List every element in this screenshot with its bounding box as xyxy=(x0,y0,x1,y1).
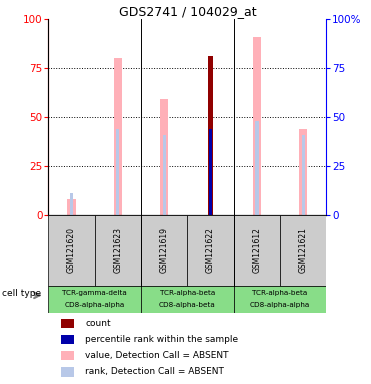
Bar xyxy=(61,367,74,377)
Text: TCR-alpha-beta: TCR-alpha-beta xyxy=(253,290,308,296)
Bar xyxy=(160,99,168,215)
Text: CD8-alpha-alpha: CD8-alpha-alpha xyxy=(250,302,310,308)
Bar xyxy=(48,286,141,313)
Bar xyxy=(116,129,119,215)
Text: TCR-alpha-beta: TCR-alpha-beta xyxy=(160,290,215,296)
Bar xyxy=(114,58,122,215)
Bar xyxy=(234,286,326,313)
Bar xyxy=(253,37,261,215)
Bar xyxy=(208,56,213,215)
Text: GSM121622: GSM121622 xyxy=(206,227,215,273)
Bar xyxy=(141,286,234,313)
Bar xyxy=(67,199,76,215)
Bar xyxy=(70,194,73,215)
Bar xyxy=(280,215,326,286)
Text: count: count xyxy=(85,319,111,328)
Bar xyxy=(302,135,305,215)
Text: CD8-alpha-alpha: CD8-alpha-alpha xyxy=(65,302,125,308)
Bar xyxy=(187,215,234,286)
Text: GSM121620: GSM121620 xyxy=(67,227,76,273)
Text: GSM121623: GSM121623 xyxy=(113,227,122,273)
Text: value, Detection Call = ABSENT: value, Detection Call = ABSENT xyxy=(85,351,229,360)
Bar xyxy=(299,129,308,215)
Text: percentile rank within the sample: percentile rank within the sample xyxy=(85,335,238,344)
Text: GSM121612: GSM121612 xyxy=(252,227,262,273)
Text: TCR-gamma-delta: TCR-gamma-delta xyxy=(62,290,127,296)
Title: GDS2741 / 104029_at: GDS2741 / 104029_at xyxy=(119,5,256,18)
Bar xyxy=(234,215,280,286)
Bar xyxy=(95,215,141,286)
Bar xyxy=(61,351,74,360)
Bar xyxy=(61,319,74,328)
Bar xyxy=(61,334,74,344)
Bar xyxy=(141,215,187,286)
Text: rank, Detection Call = ABSENT: rank, Detection Call = ABSENT xyxy=(85,367,224,376)
Text: GSM121619: GSM121619 xyxy=(160,227,169,273)
Text: cell type: cell type xyxy=(2,289,41,298)
Bar xyxy=(48,215,95,286)
Bar xyxy=(162,135,166,215)
Bar xyxy=(255,121,259,215)
Bar xyxy=(209,129,212,215)
Text: CD8-alpha-beta: CD8-alpha-beta xyxy=(159,302,216,308)
Text: GSM121621: GSM121621 xyxy=(299,227,308,273)
